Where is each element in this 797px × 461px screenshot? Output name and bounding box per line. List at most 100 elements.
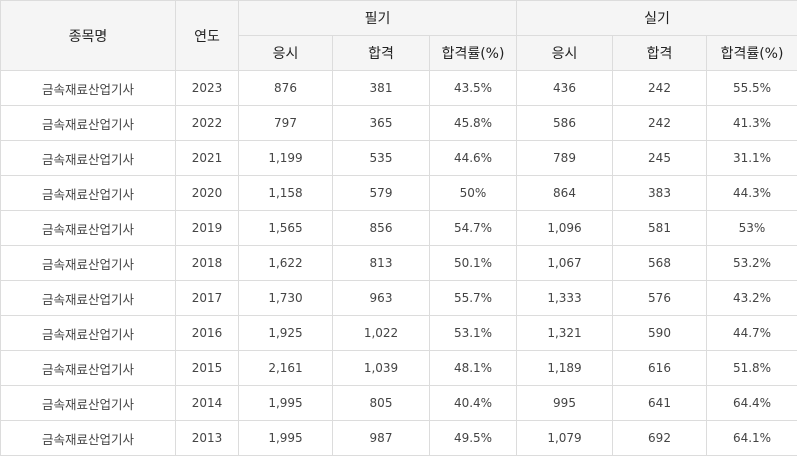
- cell-name: 금속재료산업기사: [0, 385, 176, 421]
- header-practical-rate: 합격률(%): [706, 35, 797, 71]
- cell-practical-passed: 581: [612, 210, 707, 246]
- cell-practical-applied: 1,067: [516, 245, 613, 281]
- cell-practical-passed: 692: [612, 420, 707, 456]
- cell-practical-rate: 44.7%: [706, 315, 797, 351]
- cell-written-passed: 1,039: [332, 350, 430, 386]
- cell-practical-rate: 53.2%: [706, 245, 797, 281]
- cell-practical-rate: 55.5%: [706, 70, 797, 106]
- cell-written-rate: 53.1%: [429, 315, 517, 351]
- cell-year: 2020: [175, 175, 239, 211]
- cell-written-rate: 40.4%: [429, 385, 517, 421]
- header-written-rate: 합격률(%): [429, 35, 517, 71]
- cell-practical-applied: 1,333: [516, 280, 613, 316]
- cell-practical-applied: 995: [516, 385, 613, 421]
- cell-practical-rate: 44.3%: [706, 175, 797, 211]
- cell-written-rate: 50%: [429, 175, 517, 211]
- cell-practical-passed: 383: [612, 175, 707, 211]
- cell-written-rate: 43.5%: [429, 70, 517, 106]
- cell-name: 금속재료산업기사: [0, 210, 176, 246]
- cell-practical-rate: 51.8%: [706, 350, 797, 386]
- table-row: 금속재료산업기사 2015 2,161 1,039 48.1% 1,189 616 51.8%: [0, 350, 797, 386]
- cell-name: 금속재료산업기사: [0, 280, 176, 316]
- cell-written-rate: 50.1%: [429, 245, 517, 281]
- cell-practical-rate: 41.3%: [706, 105, 797, 141]
- cell-written-passed: 987: [332, 420, 430, 456]
- table-row: 금속재료산업기사 2019 1,565 856 54.7% 1,096 581 53%: [0, 210, 797, 246]
- cell-year: 2016: [175, 315, 239, 351]
- cell-name: 금속재료산업기사: [0, 70, 176, 106]
- cell-written-rate: 49.5%: [429, 420, 517, 456]
- cell-written-rate: 44.6%: [429, 140, 517, 176]
- table-row: 금속재료산업기사 2018 1,622 813 50.1% 1,067 568 53.2%: [0, 245, 797, 281]
- header-row-sub: 응시 합격 합격률(%) 응시 합격 합격률(%): [1, 35, 797, 71]
- cell-practical-applied: 1,079: [516, 420, 613, 456]
- cell-name: 금속재료산업기사: [0, 350, 176, 386]
- cell-written-passed: 365: [332, 105, 430, 141]
- cell-written-passed: 805: [332, 385, 430, 421]
- cell-written-applied: 1,925: [238, 315, 333, 351]
- table-row: 금속재료산업기사 2017 1,730 963 55.7% 1,333 576 43.2%: [0, 280, 797, 316]
- header-row-top: 종목명 연도 필기 실기: [0, 0, 797, 71]
- cell-written-passed: 381: [332, 70, 430, 106]
- table-row: 금속재료산업기사 2016 1,925 1,022 53.1% 1,321 590 44.7%: [0, 315, 797, 351]
- cell-practical-rate: 43.2%: [706, 280, 797, 316]
- cell-written-applied: 1,158: [238, 175, 333, 211]
- cell-written-applied: 2,161: [238, 350, 333, 386]
- cell-practical-passed: 641: [612, 385, 707, 421]
- table-row: 금속재료산업기사 2021 1,199 535 44.6% 789 245 31.1%: [0, 140, 797, 176]
- cell-practical-rate: 64.1%: [706, 420, 797, 456]
- cell-practical-rate: 64.4%: [706, 385, 797, 421]
- cell-written-rate: 45.8%: [429, 105, 517, 141]
- cell-written-applied: 1,995: [238, 420, 333, 456]
- cell-written-rate: 55.7%: [429, 280, 517, 316]
- cell-practical-applied: 1,189: [516, 350, 613, 386]
- cell-year: 2023: [175, 70, 239, 106]
- cell-practical-rate: 53%: [706, 210, 797, 246]
- cell-written-passed: 535: [332, 140, 430, 176]
- header-practical: 실기: [516, 0, 797, 36]
- cell-written-passed: 963: [332, 280, 430, 316]
- table-row: 금속재료산업기사 2014 1,995 805 40.4% 995 641 64.4%: [0, 385, 797, 421]
- cell-written-applied: 1,995: [238, 385, 333, 421]
- cell-written-applied: 1,199: [238, 140, 333, 176]
- cell-year: 2022: [175, 105, 239, 141]
- cell-written-applied: 1,622: [238, 245, 333, 281]
- cell-written-passed: 1,022: [332, 315, 430, 351]
- cell-year: 2019: [175, 210, 239, 246]
- cell-year: 2013: [175, 420, 239, 456]
- table-body: 금속재료산업기사 2023 876 381 43.5% 436 242 55.5% 금속재료산업…: [0, 70, 797, 456]
- header-practical-applied: 응시: [516, 35, 613, 71]
- cell-written-rate: 54.7%: [429, 210, 517, 246]
- table-row: 금속재료산업기사 2022 797 365 45.8% 586 242 41.3%: [0, 105, 797, 141]
- cell-practical-applied: 1,096: [516, 210, 613, 246]
- cell-practical-rate: 31.1%: [706, 140, 797, 176]
- cell-name: 금속재료산업기사: [0, 140, 176, 176]
- cell-name: 금속재료산업기사: [0, 175, 176, 211]
- cell-name: 금속재료산업기사: [0, 105, 176, 141]
- cell-year: 2014: [175, 385, 239, 421]
- cell-written-applied: 1,565: [238, 210, 333, 246]
- header-name: 종목명: [0, 0, 176, 71]
- header-written-applied: 응시: [238, 35, 333, 71]
- cell-name: 금속재료산업기사: [0, 315, 176, 351]
- header-written: 필기: [238, 0, 517, 36]
- cell-written-applied: 797: [238, 105, 333, 141]
- table-row: 금속재료산업기사 2023 876 381 43.5% 436 242 55.5%: [0, 70, 797, 106]
- cell-practical-passed: 242: [612, 70, 707, 106]
- cell-year: 2021: [175, 140, 239, 176]
- cell-written-passed: 579: [332, 175, 430, 211]
- cell-year: 2015: [175, 350, 239, 386]
- header-practical-passed: 합격: [612, 35, 707, 71]
- cell-practical-passed: 245: [612, 140, 707, 176]
- header-written-passed: 합격: [332, 35, 430, 71]
- table-row: 금속재료산업기사 2013 1,995 987 49.5% 1,079 692 64.1%: [0, 420, 797, 456]
- cell-practical-applied: 436: [516, 70, 613, 106]
- cell-practical-passed: 576: [612, 280, 707, 316]
- cell-practical-applied: 1,321: [516, 315, 613, 351]
- table-row: 금속재료산업기사 2020 1,158 579 50% 864 383 44.3%: [0, 175, 797, 211]
- cell-practical-applied: 789: [516, 140, 613, 176]
- cell-practical-applied: 586: [516, 105, 613, 141]
- cell-practical-passed: 242: [612, 105, 707, 141]
- cell-year: 2018: [175, 245, 239, 281]
